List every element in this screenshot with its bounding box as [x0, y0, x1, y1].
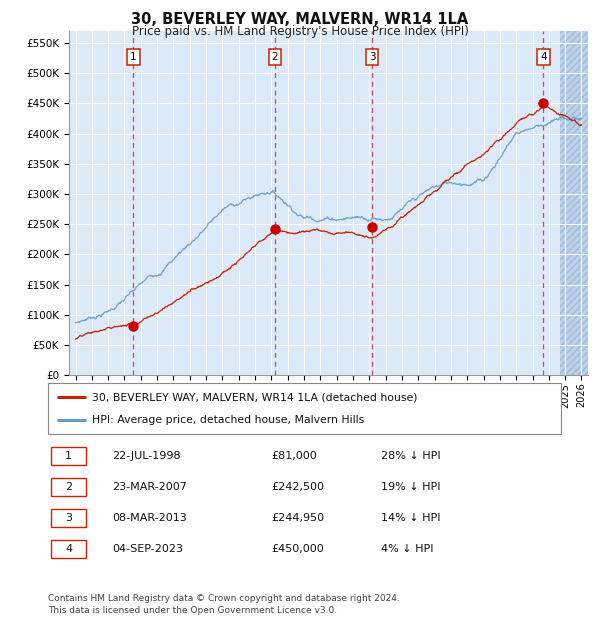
Text: £450,000: £450,000: [271, 544, 324, 554]
FancyBboxPatch shape: [50, 446, 86, 465]
Text: £244,950: £244,950: [271, 513, 324, 523]
Text: 04-SEP-2023: 04-SEP-2023: [112, 544, 183, 554]
Text: 19% ↓ HPI: 19% ↓ HPI: [382, 482, 441, 492]
Text: Price paid vs. HM Land Registry's House Price Index (HPI): Price paid vs. HM Land Registry's House …: [131, 25, 469, 38]
FancyBboxPatch shape: [48, 383, 561, 434]
FancyBboxPatch shape: [50, 508, 86, 527]
Text: 23-MAR-2007: 23-MAR-2007: [112, 482, 187, 492]
Text: 28% ↓ HPI: 28% ↓ HPI: [382, 451, 441, 461]
Text: HPI: Average price, detached house, Malvern Hills: HPI: Average price, detached house, Malv…: [92, 415, 364, 425]
Text: 14% ↓ HPI: 14% ↓ HPI: [382, 513, 441, 523]
Text: Contains HM Land Registry data © Crown copyright and database right 2024.
This d: Contains HM Land Registry data © Crown c…: [48, 594, 400, 615]
Text: 4: 4: [65, 544, 72, 554]
Text: 4% ↓ HPI: 4% ↓ HPI: [382, 544, 434, 554]
Text: 30, BEVERLEY WAY, MALVERN, WR14 1LA: 30, BEVERLEY WAY, MALVERN, WR14 1LA: [131, 12, 469, 27]
Text: 22-JUL-1998: 22-JUL-1998: [112, 451, 181, 461]
Text: 30, BEVERLEY WAY, MALVERN, WR14 1LA (detached house): 30, BEVERLEY WAY, MALVERN, WR14 1LA (det…: [92, 392, 417, 402]
Text: 2: 2: [65, 482, 72, 492]
Text: £81,000: £81,000: [271, 451, 317, 461]
Text: 3: 3: [65, 513, 72, 523]
Bar: [560, 31, 588, 375]
Text: 2: 2: [272, 52, 278, 62]
Text: £242,500: £242,500: [271, 482, 324, 492]
Text: 08-MAR-2013: 08-MAR-2013: [112, 513, 187, 523]
Text: 3: 3: [369, 52, 376, 62]
Text: 1: 1: [130, 52, 137, 62]
FancyBboxPatch shape: [50, 539, 86, 558]
FancyBboxPatch shape: [50, 477, 86, 496]
Text: 4: 4: [540, 52, 547, 62]
Text: 1: 1: [65, 451, 72, 461]
